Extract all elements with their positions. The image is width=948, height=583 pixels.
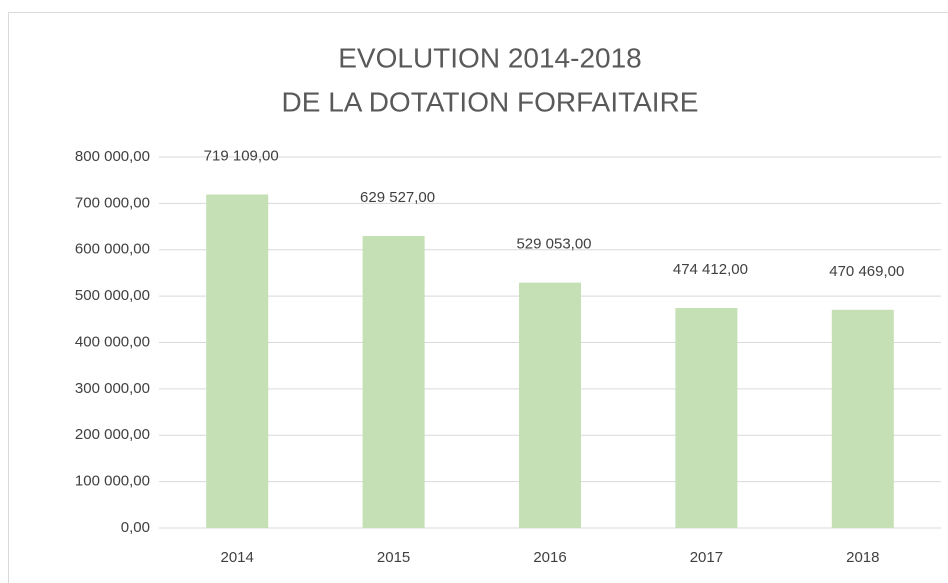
y-tick-label: 600 000,00 bbox=[75, 241, 150, 258]
y-tick-label: 700 000,00 bbox=[75, 194, 150, 211]
y-tick-label: 300 000,00 bbox=[75, 380, 150, 397]
x-tick-label: 2015 bbox=[377, 549, 410, 566]
bar bbox=[831, 309, 894, 528]
data-label: 474 412,00 bbox=[673, 261, 748, 278]
y-tick-label: 500 000,00 bbox=[75, 287, 150, 304]
x-tick-label: 2014 bbox=[221, 549, 254, 566]
x-tick-label: 2016 bbox=[533, 549, 566, 566]
bar bbox=[519, 282, 581, 528]
chart-subtitle: DE LA DOTATION FORFAITAIRE bbox=[282, 86, 699, 117]
bar bbox=[362, 236, 425, 528]
bar bbox=[206, 194, 269, 529]
x-tick-label: 2018 bbox=[846, 549, 879, 566]
data-label: 529 053,00 bbox=[516, 236, 591, 253]
y-tick-label: 400 000,00 bbox=[75, 333, 150, 350]
chart-title: EVOLUTION 2014-2018 bbox=[338, 42, 642, 73]
y-tick-label: 0,00 bbox=[121, 519, 150, 536]
bar bbox=[675, 307, 738, 528]
x-tick-label: 2017 bbox=[690, 549, 723, 566]
chart-frame bbox=[8, 12, 948, 583]
data-label: 719 109,00 bbox=[204, 147, 279, 164]
data-label: 629 527,00 bbox=[360, 189, 435, 206]
y-tick-label: 200 000,00 bbox=[75, 426, 150, 443]
y-tick-label: 800 000,00 bbox=[75, 148, 150, 165]
y-tick-label: 100 000,00 bbox=[75, 473, 150, 490]
data-label: 470 469,00 bbox=[829, 263, 904, 280]
